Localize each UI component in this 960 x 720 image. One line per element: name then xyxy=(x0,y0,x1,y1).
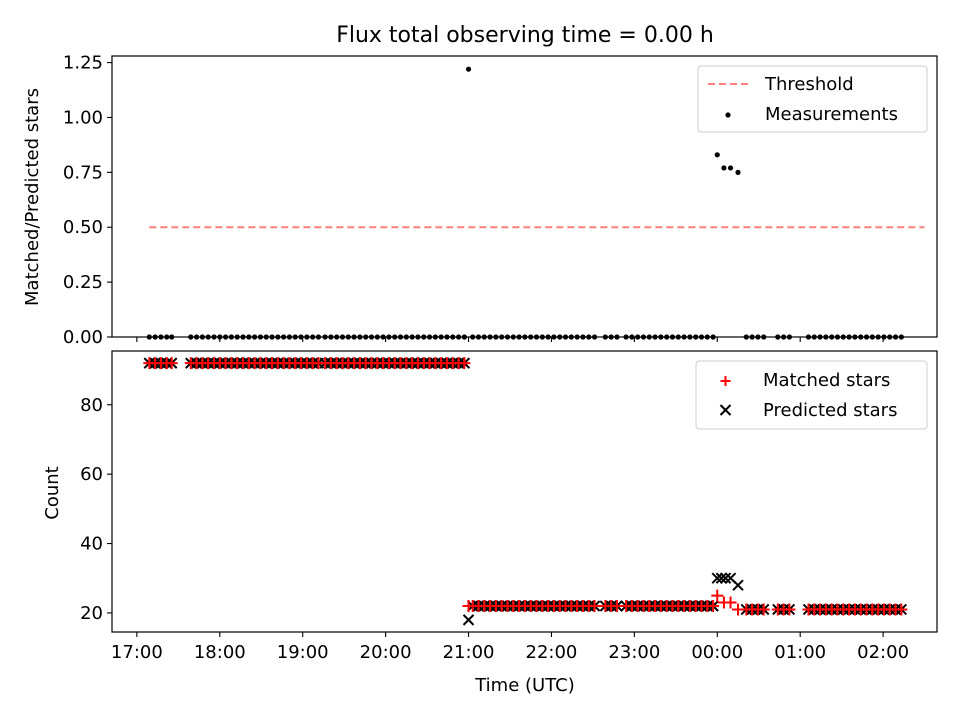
predicted-star-marker xyxy=(715,572,728,584)
bottom-legend-box xyxy=(695,360,928,430)
top-plot-frame xyxy=(111,55,938,338)
y-tick-label: 60 xyxy=(80,464,103,485)
measurement-point xyxy=(465,66,472,72)
x-tick-label: 17:00 xyxy=(111,642,163,663)
bottom-plot-frame xyxy=(111,350,938,633)
measurement-legend-marker xyxy=(725,112,731,118)
x-tick-label: 02:00 xyxy=(857,642,909,663)
count-panel: 17:00 18:00 19:00 20:00 21:00 22:00 23:00 00:00… xyxy=(80,357,909,663)
x-tick-label: 22:00 xyxy=(526,642,578,663)
y-tick-label: 0.25 xyxy=(63,272,103,293)
y-tick-label: 0.50 xyxy=(63,217,103,238)
predicted-star-marker xyxy=(732,579,744,591)
x-tick-label: 18:00 xyxy=(194,642,246,663)
measurement-point xyxy=(721,165,727,171)
x-tick-label: 00:00 xyxy=(691,642,743,663)
top-legend: Threshold Measurements xyxy=(697,65,928,133)
x-tick-label: 01:00 xyxy=(774,642,826,663)
y-tick-label: 0.75 xyxy=(63,162,103,183)
x-tick-label: 19:00 xyxy=(277,642,329,663)
y-tick-label: 80 xyxy=(80,395,103,416)
matched-star-marker xyxy=(707,599,720,612)
y-tick-label: 0.00 xyxy=(63,327,103,348)
predicted-star-marker xyxy=(462,614,475,626)
matched-star-marker xyxy=(458,357,471,370)
legend-measurements-label: Measurements xyxy=(765,104,898,125)
y-tick-label: 1.00 xyxy=(63,107,103,128)
chart-title: Flux total observing time = 0.00 h xyxy=(336,23,714,48)
legend-predicted-label: Predicted stars xyxy=(763,400,897,421)
matched-star-marker xyxy=(724,596,737,609)
x-axis-label: Time (UTC) xyxy=(474,675,575,696)
matched-star-marker xyxy=(783,603,796,616)
x-tick-label: 21:00 xyxy=(443,642,495,663)
ratio-panel: 0.00 0.25 0.50 0.75 1.00 1.25 xyxy=(63,53,925,348)
y-tick-label: 20 xyxy=(80,603,103,624)
predicted-legend-marker xyxy=(719,404,732,416)
matched-star-marker xyxy=(711,589,724,602)
matched-star-marker xyxy=(895,603,908,616)
y-tick-label: 40 xyxy=(80,534,103,555)
matched-legend-marker xyxy=(720,376,731,386)
bottom-legend: Matched stars Predicted stars xyxy=(695,360,928,430)
measurement-point xyxy=(727,165,734,171)
x-tick-label: 23:00 xyxy=(608,642,660,663)
matched-star-marker xyxy=(757,603,770,616)
predicted-star-marker xyxy=(719,572,732,584)
top-legend-box xyxy=(697,65,928,133)
top-y-axis-label: Matched/Predicted stars xyxy=(22,88,43,306)
matched-star-marker xyxy=(165,357,178,370)
y-tick-label: 1.25 xyxy=(63,53,103,74)
legend-matched-label: Matched stars xyxy=(763,370,890,391)
matched-star-marker xyxy=(588,599,601,612)
bottom-y-axis-label: Count xyxy=(42,466,63,519)
legend-threshold-label: Threshold xyxy=(764,74,854,95)
measurement-point xyxy=(714,152,720,158)
measurement-point xyxy=(735,169,741,175)
predicted-star-marker xyxy=(711,572,723,584)
x-tick-label: 20:00 xyxy=(360,642,412,663)
